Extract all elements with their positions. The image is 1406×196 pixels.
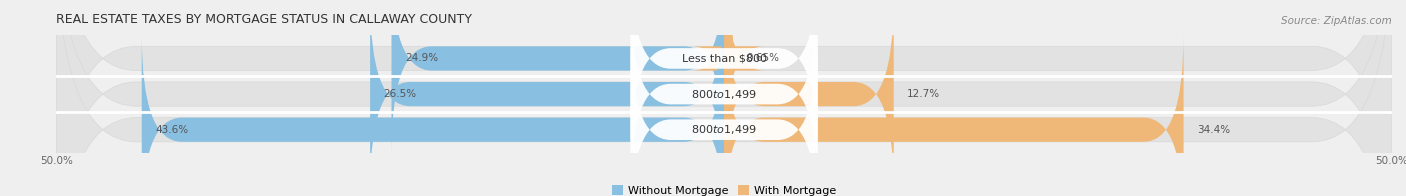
Text: 26.5%: 26.5% [384, 89, 416, 99]
Text: Source: ZipAtlas.com: Source: ZipAtlas.com [1281, 16, 1392, 26]
FancyBboxPatch shape [724, 0, 894, 189]
Text: Less than $800: Less than $800 [682, 54, 766, 64]
FancyBboxPatch shape [56, 0, 1392, 196]
Text: 24.9%: 24.9% [405, 54, 439, 64]
Text: $800 to $1,499: $800 to $1,499 [692, 88, 756, 101]
FancyBboxPatch shape [693, 0, 765, 153]
FancyBboxPatch shape [142, 35, 724, 196]
FancyBboxPatch shape [630, 0, 818, 191]
Text: 12.7%: 12.7% [907, 89, 941, 99]
Text: REAL ESTATE TAXES BY MORTGAGE STATUS IN CALLAWAY COUNTY: REAL ESTATE TAXES BY MORTGAGE STATUS IN … [56, 13, 472, 26]
Text: 34.4%: 34.4% [1197, 125, 1230, 135]
Text: $800 to $1,499: $800 to $1,499 [692, 123, 756, 136]
FancyBboxPatch shape [724, 35, 1184, 196]
FancyBboxPatch shape [630, 0, 818, 155]
FancyBboxPatch shape [391, 0, 724, 153]
Text: 0.65%: 0.65% [747, 54, 779, 64]
Legend: Without Mortgage, With Mortgage: Without Mortgage, With Mortgage [607, 181, 841, 196]
Text: 43.6%: 43.6% [155, 125, 188, 135]
FancyBboxPatch shape [370, 0, 724, 189]
FancyBboxPatch shape [56, 0, 1392, 196]
FancyBboxPatch shape [56, 0, 1392, 196]
FancyBboxPatch shape [630, 33, 818, 196]
